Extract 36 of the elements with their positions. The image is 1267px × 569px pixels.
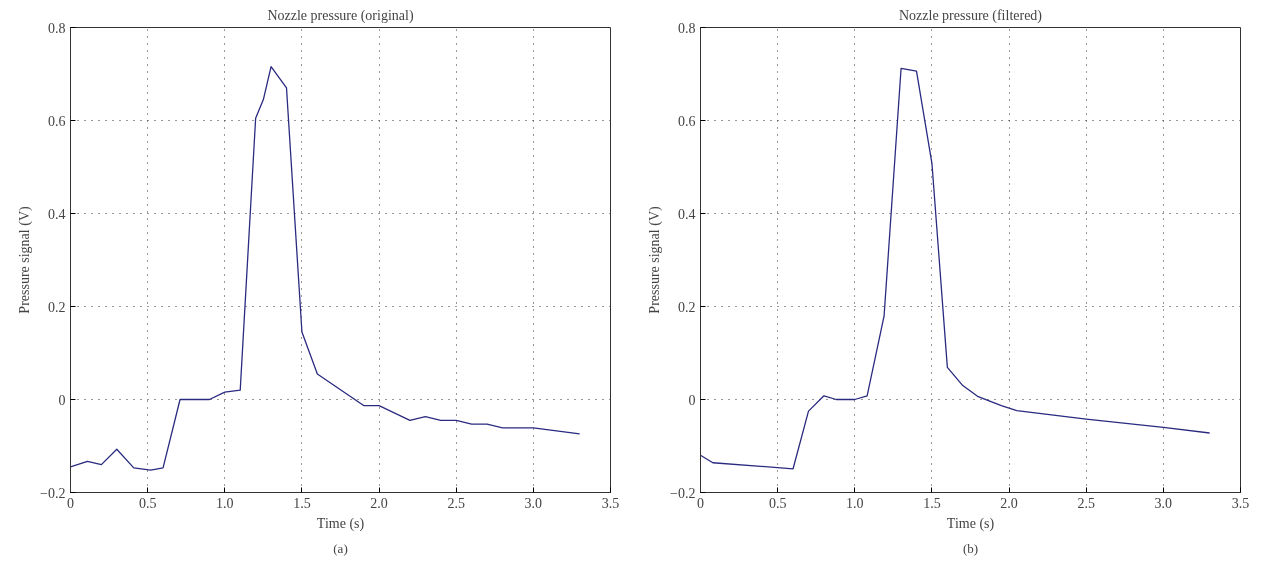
x-tick-label: 3.0 [524,495,543,511]
y-tick-label: 0.6 [48,113,66,129]
x-tick-label: 3.5 [601,495,620,511]
x-tick-label: 2.5 [1077,495,1095,511]
y-tick-label: 0.4 [48,206,66,222]
x-axis-title: Time (s) [946,515,995,532]
x-tick-label: 2.5 [447,495,465,511]
x-tick-label: 0.5 [138,495,157,511]
x-tick-label: 3.0 [1154,495,1173,511]
y-tick-label: 0 [58,392,66,408]
x-tick-label: 1.5 [293,495,311,511]
y-tick-label: 0.8 [678,20,696,36]
line-series [70,65,581,471]
x-tick-label: 1.0 [846,495,864,511]
y-tick-label: 0 [688,392,696,408]
y-tick-label: 0.4 [678,206,696,222]
y-tick-label: 0.6 [678,113,696,129]
x-tick-label: 1.5 [923,495,941,511]
y-tick-label: −0.2 [670,485,696,501]
y-tick-label: 0.2 [678,299,696,315]
x-tick-label: 3.5 [1231,495,1250,511]
y-tick-label: −0.2 [40,485,66,501]
y-axis-title: Pressure signal (V) [647,206,664,314]
x-tick-label: 2.0 [1000,495,1018,511]
x-tick-label: 0.5 [768,495,787,511]
x-tick-label: 1.0 [216,495,234,511]
text: (b) [962,540,979,556]
line-series [700,67,1211,470]
text: (a) [333,540,348,556]
x-axis-title: Time (s) [316,515,365,532]
y-tick-label: 0.8 [48,20,66,36]
x-tick-label: 2.0 [370,495,388,511]
chart-title: Nozzle pressure (filtered) [898,7,1043,24]
chart-title: Nozzle pressure (original) [267,7,414,24]
y-axis-title: Pressure signal (V) [17,206,34,314]
y-tick-label: 0.2 [48,299,66,315]
